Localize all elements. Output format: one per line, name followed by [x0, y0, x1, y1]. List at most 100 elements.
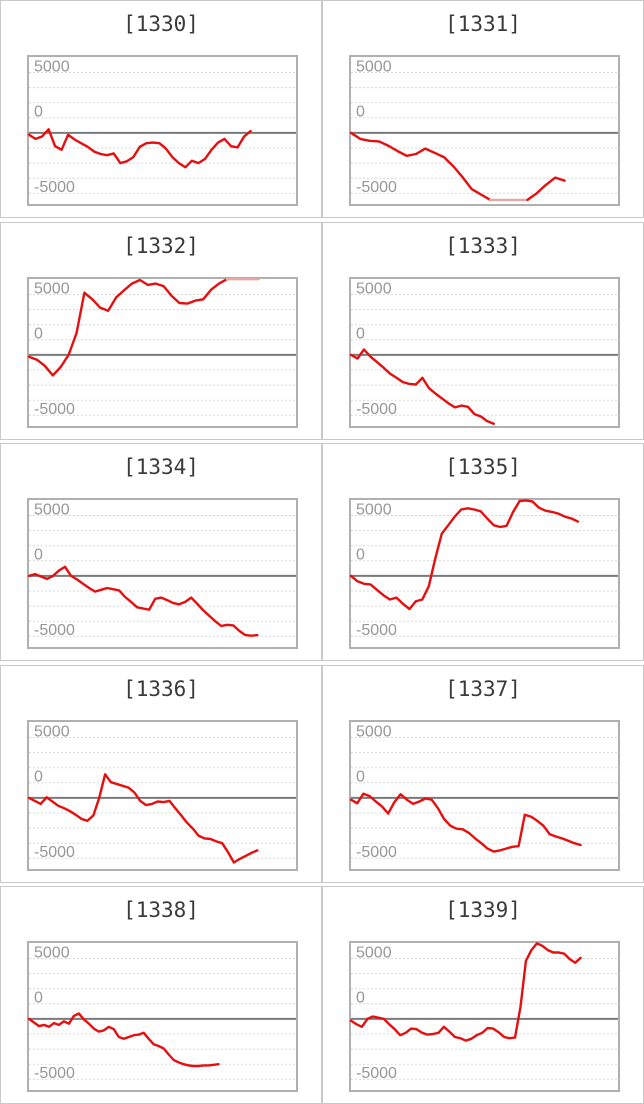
plot-border: [27, 276, 298, 428]
plot-background: [27, 55, 298, 206]
slump-line: [27, 772, 259, 864]
chart-row: [1332] 5000 0 -5000 [1333] 5000 0 -5000: [0, 221, 644, 440]
plot-area: 5000 0 -5000: [27, 498, 299, 649]
chart-row: [1336] 5000 0 -5000 [1337] 5000 0 -5000: [0, 664, 644, 883]
slump-graph: 5000 0 -5000: [27, 55, 298, 206]
y-tick-label: 0: [34, 990, 43, 1007]
slump-graph: 5000 0 -5000: [27, 719, 298, 871]
plot-area: 5000 0 -5000: [349, 719, 621, 871]
chart-row: [1338] 5000 0 -5000 [1339] 5000 0 -5000: [0, 886, 644, 1104]
plot-border: [349, 498, 620, 649]
y-tick-label: 0: [34, 547, 43, 564]
slump-line: [27, 128, 252, 169]
slump-line: [349, 499, 580, 611]
plot-area: 5000 0 -5000: [349, 55, 621, 206]
slump-graph: 5000 0 -5000: [349, 941, 620, 1092]
slump-graph: 5000 0 -5000: [27, 941, 298, 1092]
y-tick-label: 5000: [356, 944, 392, 961]
chart-cell: [1331] 5000 0 -5000: [322, 0, 644, 218]
y-tick-label: 5000: [356, 501, 392, 518]
slump-line: [27, 277, 229, 377]
chart-title: [1331]: [445, 12, 521, 36]
chart-cell: [1330] 5000 0 -5000: [0, 0, 322, 218]
chart-cell: [1338] 5000 0 -5000: [0, 886, 322, 1104]
y-tick-label: 5000: [34, 280, 70, 297]
slump-line: [27, 1012, 220, 1068]
y-tick-label: -5000: [356, 1065, 397, 1082]
slump-graph: 5000 0 -5000: [349, 55, 620, 206]
y-tick-label: 5000: [34, 501, 70, 518]
chart-cell: [1336] 5000 0 -5000: [0, 664, 322, 883]
chart-title: [1333]: [445, 233, 521, 258]
chart-title: [1339]: [445, 898, 521, 922]
slump-line: [27, 565, 259, 637]
plot-border: [27, 941, 298, 1092]
chart-cell: [1334] 5000 0 -5000: [0, 443, 322, 661]
plot-area: 5000 0 -5000: [27, 55, 299, 206]
plot-border: [349, 276, 620, 428]
plot-background: [27, 498, 298, 649]
chart-title: [1334]: [123, 455, 199, 479]
y-tick-label: -5000: [34, 844, 75, 861]
plot-border: [27, 719, 298, 871]
chart-cell: [1333] 5000 0 -5000: [322, 221, 644, 440]
slump-graph: 5000 0 -5000: [27, 276, 298, 428]
y-tick-label: 0: [34, 325, 43, 342]
chart-title: [1337]: [445, 676, 521, 701]
chart-title: [1338]: [123, 898, 199, 922]
y-tick-label: 5000: [34, 944, 70, 961]
y-tick-label: 0: [356, 990, 365, 1007]
plot-area: 5000 0 -5000: [27, 719, 299, 871]
y-tick-label: -5000: [34, 179, 75, 196]
plot-area: 5000 0 -5000: [349, 276, 621, 428]
chart-cell: [1337] 5000 0 -5000: [322, 664, 644, 883]
plot-background: [349, 55, 620, 206]
y-tick-label: 0: [34, 104, 43, 121]
y-tick-label: 5000: [356, 58, 392, 75]
y-tick-label: 5000: [356, 723, 392, 740]
plot-area: 5000 0 -5000: [349, 498, 621, 649]
slump-graph: 5000 0 -5000: [349, 498, 620, 649]
chart-title: [1330]: [123, 12, 199, 36]
y-tick-label: 5000: [34, 723, 70, 740]
plot-background: [27, 719, 298, 871]
chart-title: [1332]: [123, 233, 199, 258]
y-tick-label: -5000: [356, 622, 397, 639]
plot-border: [349, 55, 620, 206]
y-tick-label: 0: [356, 104, 365, 121]
chart-row: [1334] 5000 0 -5000 [1335] 5000 0 -5000: [0, 443, 644, 661]
y-tick-label: 5000: [34, 58, 70, 75]
plot-background: [349, 498, 620, 649]
slump-line: [526, 176, 566, 202]
plot-area: 5000 0 -5000: [349, 941, 621, 1092]
slump-line: [349, 942, 582, 1042]
chart-title: [1336]: [123, 676, 199, 701]
y-tick-label: 5000: [356, 280, 392, 297]
chart-row: [1330] 5000 0 -5000 [1331] 5000 0 -5000: [0, 0, 644, 218]
chart-cell: [1339] 5000 0 -5000: [322, 886, 644, 1104]
y-tick-label: -5000: [356, 401, 397, 418]
plot-border: [27, 498, 298, 649]
plot-background: [27, 276, 298, 428]
y-tick-label: 0: [356, 325, 365, 342]
y-tick-label: -5000: [356, 844, 397, 861]
plot-border: [349, 719, 620, 871]
y-tick-label: 0: [34, 768, 43, 785]
slump-graph: 5000 0 -5000: [27, 498, 298, 649]
slump-line: [349, 791, 582, 853]
y-tick-label: -5000: [34, 1065, 75, 1082]
chart-cell: [1332] 5000 0 -5000: [0, 221, 322, 440]
plot-area: 5000 0 -5000: [27, 941, 299, 1092]
chart-title: [1335]: [445, 455, 521, 479]
y-tick-label: -5000: [34, 401, 75, 418]
y-tick-label: 0: [356, 768, 365, 785]
slump-graph: 5000 0 -5000: [349, 276, 620, 428]
plot-background: [349, 941, 620, 1092]
slump-line: [349, 347, 496, 425]
slump-graph: 5000 0 -5000: [349, 719, 620, 871]
plot-background: [349, 276, 620, 428]
plot-border: [27, 55, 298, 206]
y-tick-label: -5000: [34, 622, 75, 639]
y-tick-label: -5000: [356, 179, 397, 196]
